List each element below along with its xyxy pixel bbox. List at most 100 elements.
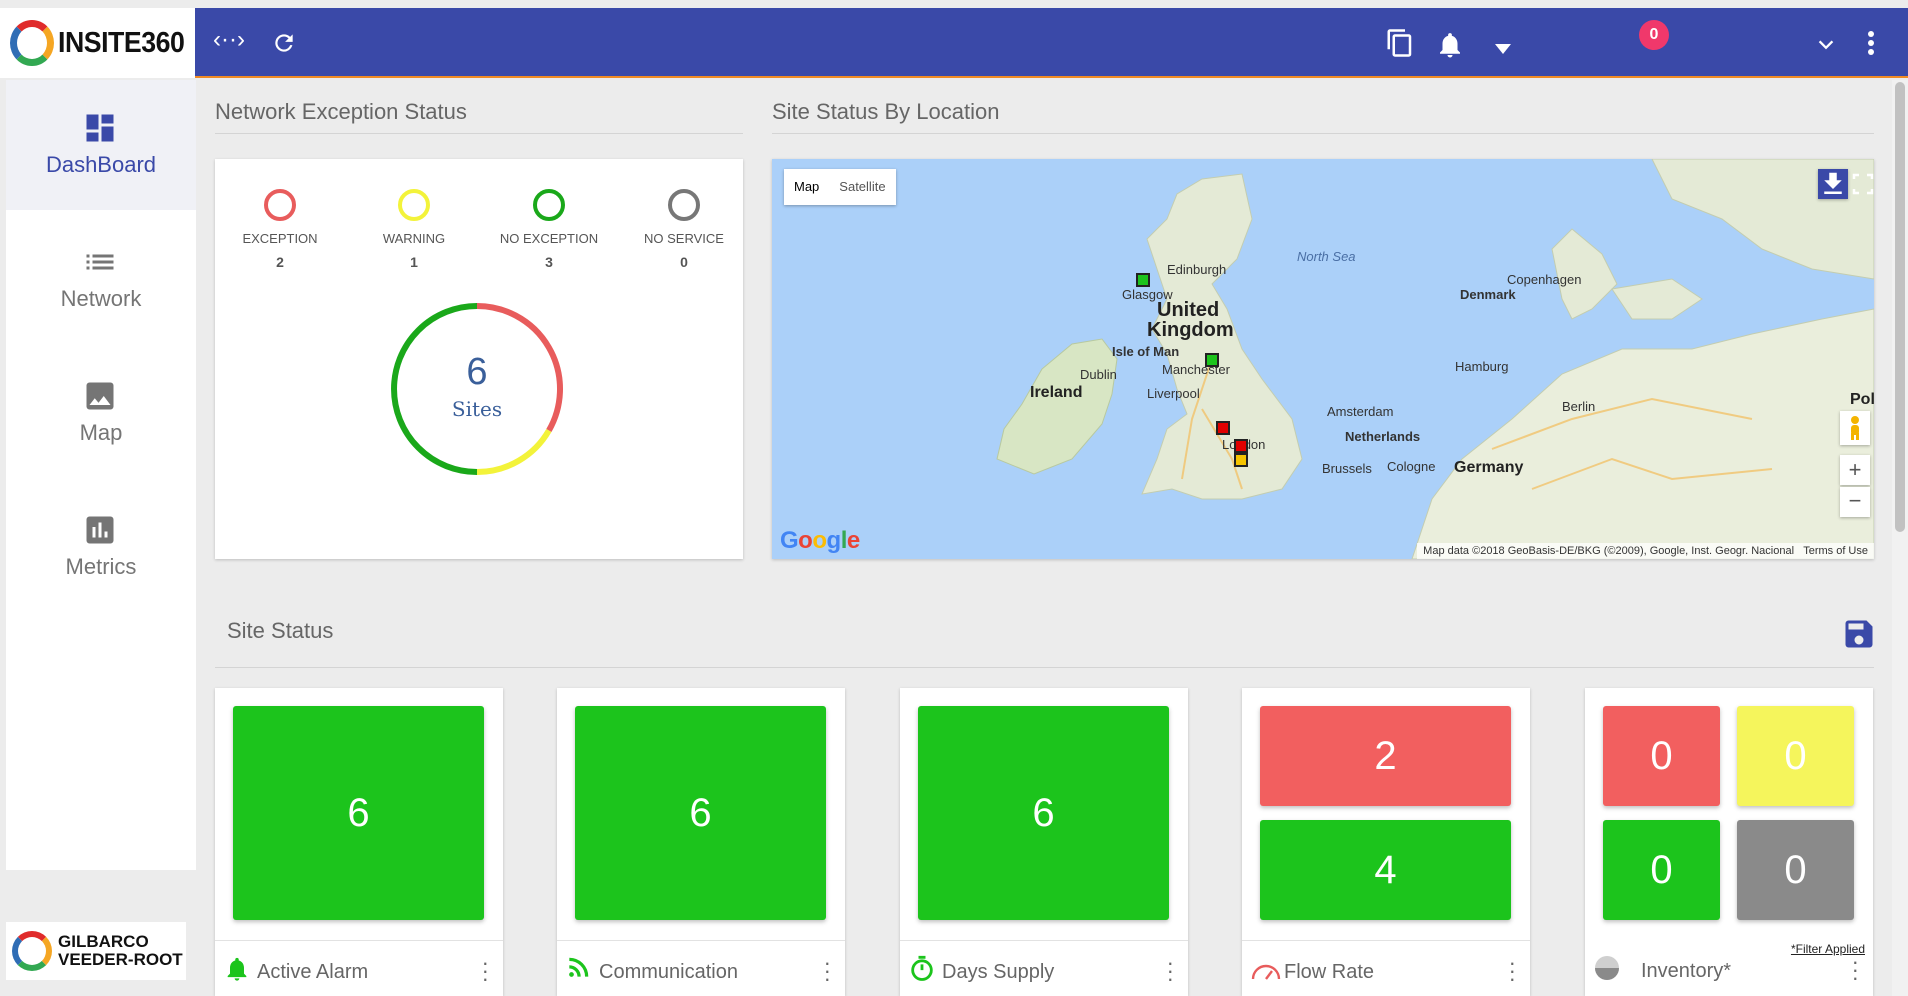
google-logo-letter: g <box>826 527 842 554</box>
map-label-manchester: Manchester <box>1162 362 1230 377</box>
value-block-green[interactable]: 6 <box>918 706 1169 920</box>
donut-segment-no-exception[interactable] <box>391 303 478 475</box>
map-label-poland: Pol <box>1850 391 1874 408</box>
tile-active-alarm[interactable]: 6 Active Alarm · · · <box>215 688 503 996</box>
sidebar-item-label: Metrics <box>65 554 137 579</box>
map-type-map-button[interactable]: Map <box>794 179 820 194</box>
download-button[interactable] <box>1818 169 1848 199</box>
value-block-yellow[interactable]: 0 <box>1737 706 1854 806</box>
more-vert-icon[interactable]: · · · <box>481 950 489 991</box>
refresh-icon[interactable] <box>271 30 297 56</box>
gauge-icon <box>1251 964 1281 980</box>
app-header: ‹··› 0 <box>195 8 1908 78</box>
status-count: 3 <box>545 254 553 270</box>
divider <box>772 133 1874 134</box>
map-label-edinburgh: Edinburgh <box>1167 262 1227 277</box>
footer-brand-line2: VEEDER-ROOT <box>58 950 183 969</box>
site-location-title: Site Status By Location <box>772 99 1000 124</box>
fullscreen-button[interactable] <box>1852 169 1874 199</box>
site-marker-green[interactable] <box>1205 353 1219 367</box>
filter-applied-note[interactable]: *Filter Applied <box>1790 942 1865 956</box>
fullscreen-icon <box>1852 173 1874 195</box>
map[interactable]: Map Satellite + − North Sea Edinburgh Gl… <box>772 159 1874 559</box>
zoom-in-button[interactable]: + <box>1840 455 1870 485</box>
sites-donut-chart[interactable] <box>387 299 567 479</box>
top-bar: INSITE360 ‹··› 0 <box>0 8 1908 78</box>
site-marker-red[interactable] <box>1234 439 1248 453</box>
map-label-netherlands: Netherlands <box>1345 429 1421 444</box>
save-icon[interactable] <box>1841 616 1877 652</box>
more-vert-icon[interactable]: · · · <box>1508 950 1516 991</box>
divider <box>215 133 743 134</box>
download-icon <box>1824 172 1842 194</box>
tile-days-supply[interactable]: 6 Days Supply · · · <box>900 688 1188 996</box>
more-vert-icon[interactable]: · · · <box>1851 949 1859 990</box>
map-label-copenhagen: Copenhagen <box>1507 272 1582 287</box>
value-block-red[interactable]: 2 <box>1260 706 1511 806</box>
status-exception[interactable]: EXCEPTION 2 <box>215 189 345 270</box>
map-type-satellite-button[interactable]: Satellite <box>839 179 886 194</box>
scrollbar-thumb[interactable] <box>1895 82 1905 532</box>
status-warning[interactable]: WARNING 1 <box>349 189 479 270</box>
brand-logo[interactable]: INSITE360 <box>0 8 195 78</box>
status-no-service[interactable]: NO SERVICE 0 <box>619 189 749 270</box>
copy-icon[interactable] <box>1385 28 1415 58</box>
zoom-out-button[interactable]: − <box>1840 487 1870 517</box>
status-count: 2 <box>276 254 284 270</box>
caret-down-icon[interactable] <box>1495 44 1511 54</box>
more-vert-icon[interactable]: · · · <box>823 950 831 991</box>
no-service-ring-icon <box>668 189 700 221</box>
bell-icon[interactable] <box>1435 30 1465 60</box>
map-label-berlin: Berlin <box>1562 399 1596 414</box>
scrollbar[interactable] <box>1892 80 1908 996</box>
status-count: 1 <box>410 254 418 270</box>
tile-footer: Communication · · · <box>557 940 845 996</box>
more-vert-icon[interactable] <box>1867 30 1875 56</box>
gilbarco-logo: GILBARCO VEEDER-ROOT <box>6 922 186 980</box>
tile-inventory[interactable]: 0 0 0 0 *Filter Applied Inventory* · · · <box>1585 688 1873 996</box>
value-block-green[interactable]: 6 <box>233 706 484 920</box>
tile-footer: Inventory* · · · <box>1585 940 1873 996</box>
tile-label: Flow Rate <box>1284 961 1375 983</box>
status-count: 0 <box>680 254 688 270</box>
map-label-ireland: Ireland <box>1030 384 1083 401</box>
sidebar-item-network[interactable]: Network <box>6 214 196 344</box>
stopwatch-icon <box>911 955 933 981</box>
value-block-green[interactable]: 6 <box>575 706 826 920</box>
warning-ring-icon <box>398 189 430 221</box>
map-label-north-sea: North Sea <box>1297 249 1356 264</box>
sites-total-label: Sites <box>451 397 503 421</box>
value-block-green[interactable]: 4 <box>1260 820 1511 920</box>
bell-icon <box>227 957 247 981</box>
value-block-green[interactable]: 0 <box>1603 820 1720 920</box>
map-label-isle-of-man: Isle of Man <box>1112 344 1180 359</box>
image-icon <box>86 382 114 410</box>
more-vert-icon[interactable]: · · · <box>1166 950 1174 991</box>
site-marker-yellow[interactable] <box>1234 453 1248 467</box>
tile-label: Days Supply <box>942 961 1055 983</box>
sidebar-item-label: DashBoard <box>45 152 157 177</box>
site-marker-red[interactable] <box>1216 421 1230 435</box>
google-logo-letter: G <box>780 527 799 554</box>
code-toggle-icon[interactable]: ‹··› <box>213 26 245 53</box>
gilbarco-logo-icon <box>12 931 52 971</box>
sidebar-item-dashboard[interactable]: DashBoard <box>6 80 196 210</box>
pegman-button[interactable] <box>1840 411 1870 445</box>
chevron-down-icon[interactable] <box>1815 34 1837 56</box>
site-marker-green[interactable] <box>1136 273 1150 287</box>
tile-communication[interactable]: 6 Communication · · · <box>557 688 845 996</box>
donut-segment-exception[interactable] <box>476 303 563 432</box>
value-block-gray[interactable]: 0 <box>1737 820 1854 920</box>
status-label: NO EXCEPTION <box>499 231 599 246</box>
tile-flow-rate[interactable]: 2 4 Flow Rate · · · <box>1242 688 1530 996</box>
value-block-red[interactable]: 0 <box>1603 706 1720 806</box>
donut-segment-warning[interactable] <box>476 428 552 475</box>
sidebar-item-metrics[interactable]: Metrics <box>6 482 196 612</box>
brand-name: INSITE360 <box>57 26 185 59</box>
terms-of-use-link[interactable]: Terms of Use <box>1803 545 1868 557</box>
sidebar-item-map[interactable]: Map <box>6 348 196 478</box>
status-label: WARNING <box>382 231 446 246</box>
map-label-amsterdam: Amsterdam <box>1327 404 1394 419</box>
status-no-exception[interactable]: NO EXCEPTION 3 <box>484 189 614 270</box>
map-label-dublin: Dublin <box>1080 367 1117 382</box>
